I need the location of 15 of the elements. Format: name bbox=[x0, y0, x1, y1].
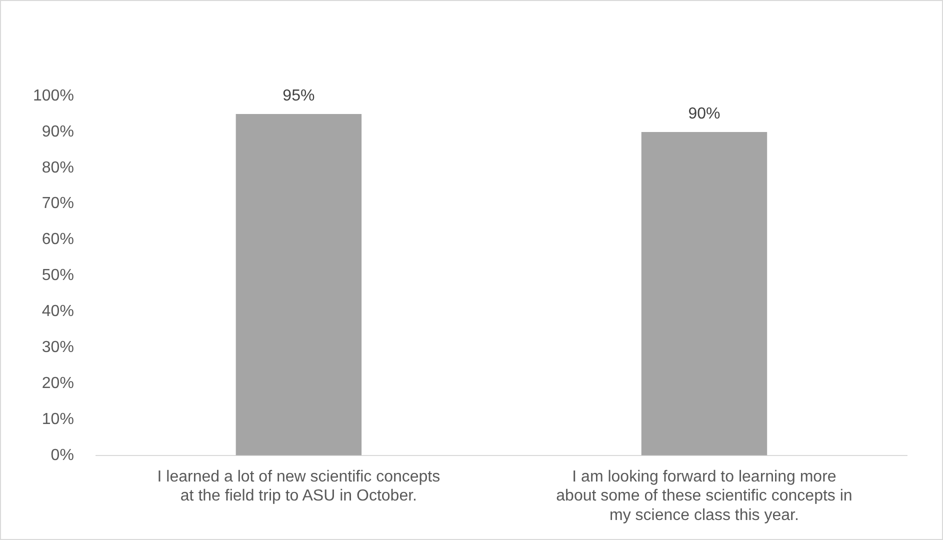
y-tick-label: 20% bbox=[42, 374, 74, 392]
y-tick-label: 100% bbox=[33, 87, 74, 104]
y-tick-label: 50% bbox=[42, 267, 74, 284]
y-tick-label: 10% bbox=[42, 410, 74, 428]
data-label: 90% bbox=[688, 105, 720, 122]
y-tick-label: 80% bbox=[42, 159, 74, 176]
y-tick-label: 70% bbox=[42, 195, 74, 212]
data-label: 95% bbox=[282, 87, 315, 104]
y-tick-label: 0% bbox=[50, 446, 74, 464]
x-tick-label: I am looking forward to learning more about some of these scientific concepts in my science class this year. bbox=[556, 468, 852, 524]
y-tick-label: 40% bbox=[42, 303, 74, 320]
x-tick-label: I learned a lot of new scientific concepts at the field trip to ASU in October. bbox=[157, 468, 440, 505]
y-tick-label: 60% bbox=[42, 231, 74, 248]
y-tick-label: 30% bbox=[42, 338, 74, 356]
y-tick-label: 90% bbox=[42, 123, 74, 140]
